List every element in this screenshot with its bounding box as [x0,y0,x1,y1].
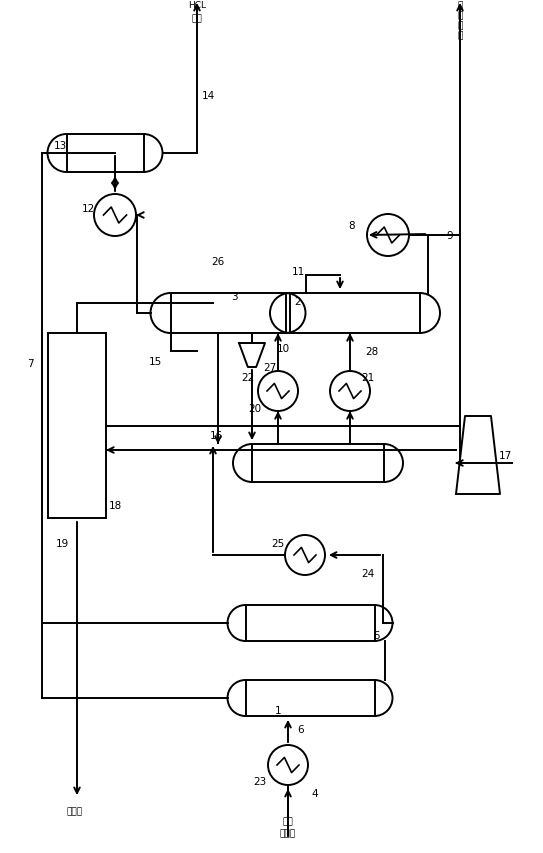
Text: 19: 19 [55,538,68,548]
Text: 21: 21 [362,373,375,382]
Text: 9: 9 [447,230,453,241]
Text: 换热器: 换热器 [280,828,296,838]
Text: 16: 16 [210,431,223,440]
Text: 28: 28 [365,346,378,357]
Text: 24: 24 [362,568,375,578]
Bar [48,334,106,519]
Text: 23: 23 [254,776,267,786]
Text: 3: 3 [231,292,237,302]
Text: 15: 15 [148,357,162,367]
Text: 接续: 接续 [192,15,203,24]
Text: 7: 7 [27,358,33,368]
Text: 11: 11 [292,267,305,276]
Text: 22: 22 [242,373,255,382]
Text: 14: 14 [201,91,214,101]
Bar [171,293,286,334]
Text: 纯: 纯 [457,2,463,10]
Bar [245,680,375,717]
Text: 8: 8 [349,221,355,230]
Text: 纯氢气: 纯氢气 [67,807,83,815]
Bar [252,444,384,483]
Text: 接: 接 [457,21,463,31]
Text: 10: 10 [276,344,289,354]
Bar [66,135,143,173]
Text: 27: 27 [263,363,276,373]
Text: 13: 13 [53,141,67,151]
Text: 1: 1 [275,705,281,715]
Text: 续: 续 [457,32,463,40]
Text: 12: 12 [81,204,94,214]
Text: 2: 2 [295,297,301,306]
Text: 26: 26 [211,257,225,267]
Text: 尾气: 尾气 [282,816,293,826]
Text: 5: 5 [372,630,380,641]
Text: 17: 17 [498,450,512,461]
Bar [245,606,375,641]
Text: 18: 18 [109,501,122,510]
Text: HCL: HCL [188,2,206,10]
Bar [290,293,420,334]
Text: 20: 20 [249,403,262,414]
Text: 氢: 氢 [457,11,463,20]
Text: 25: 25 [272,538,285,548]
Text: 4: 4 [312,788,318,798]
Text: 6: 6 [298,724,304,734]
